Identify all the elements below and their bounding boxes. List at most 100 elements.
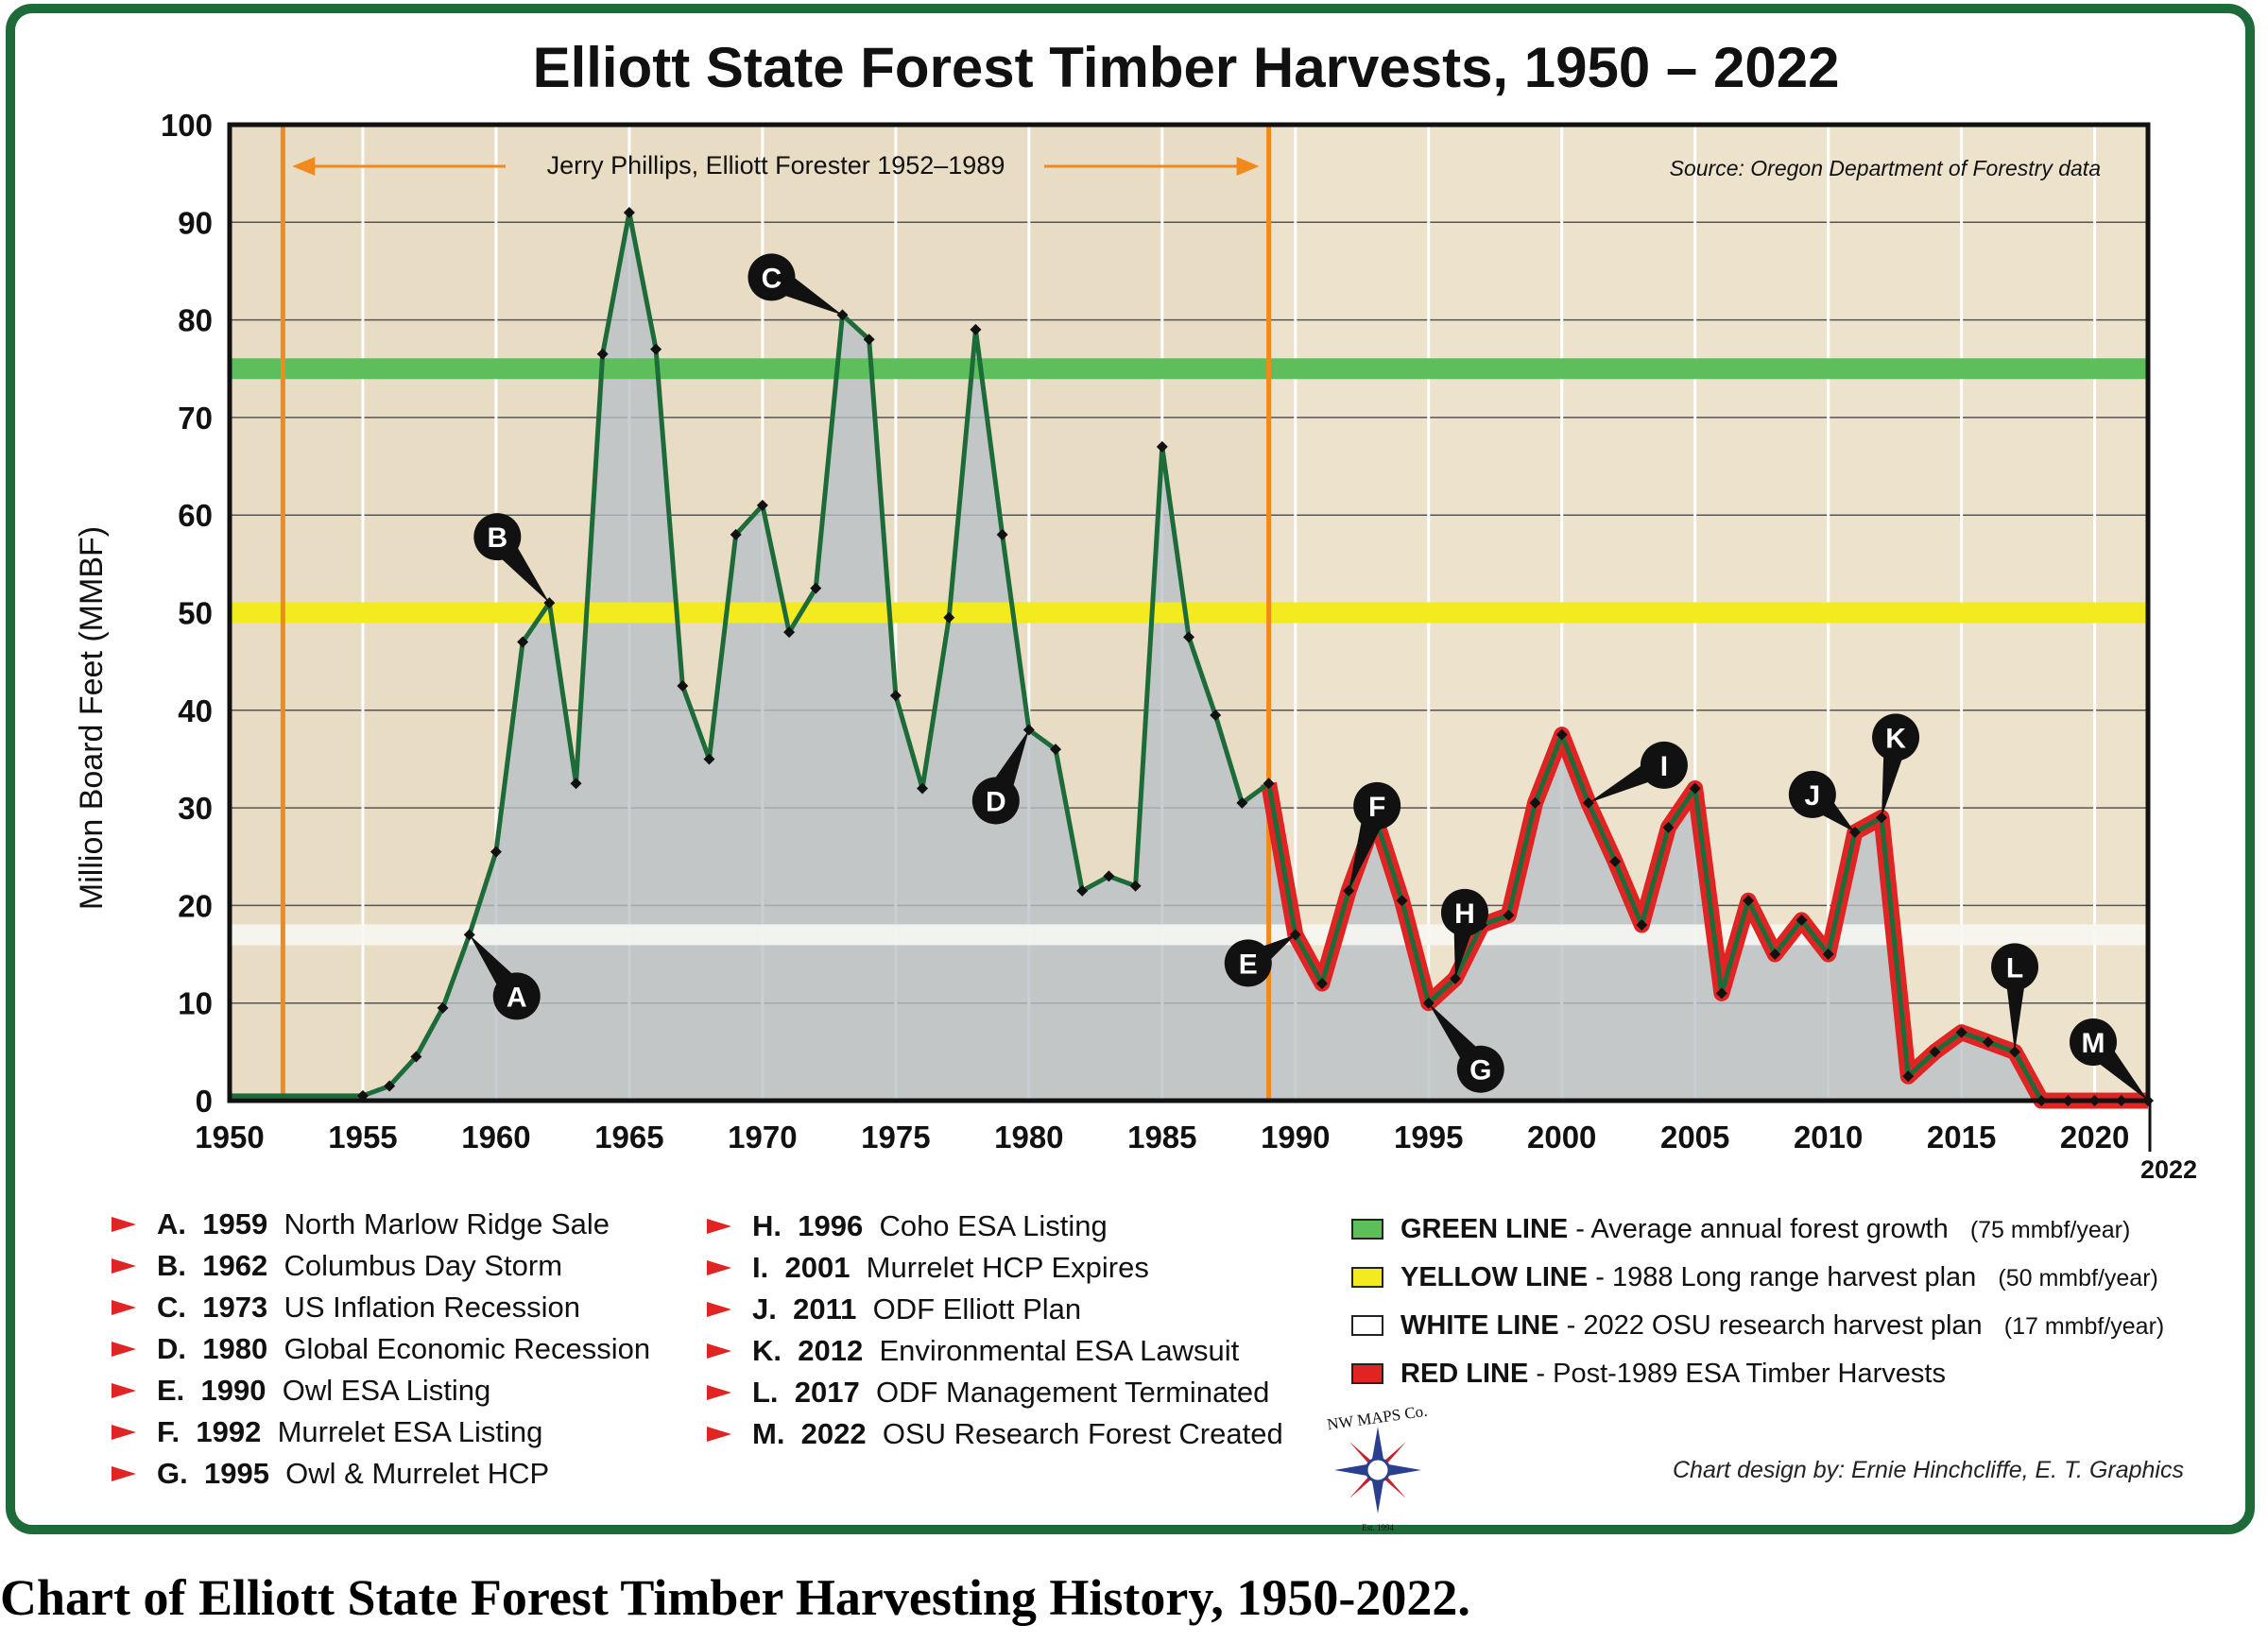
event-letter-year: H. 1996 [752, 1209, 863, 1242]
data-point [1609, 855, 1622, 867]
red-arrow-icon [707, 1302, 731, 1317]
marker-D: D [971, 729, 1029, 825]
event-text: Environmental ESA Lawsuit [870, 1334, 1240, 1367]
event-item: K. 2012 Environmental ESA Lawsuit [707, 1330, 1283, 1372]
marker-letter-L: L [2006, 952, 2023, 983]
red-arrow-icon [112, 1383, 136, 1398]
data-point [1263, 778, 1275, 790]
data-point [1902, 1070, 1915, 1083]
x-tick-label: 1955 [328, 1120, 397, 1155]
event-item: C. 1973 US Inflation Recession [112, 1287, 650, 1328]
legend-item: GREEN LINE - Average annual forest growt… [1351, 1206, 2164, 1254]
marker-letter-J: J [1805, 780, 1821, 812]
event-text: Owl & Murrelet HCP [277, 1457, 550, 1490]
data-point [1555, 728, 1568, 741]
event-letter: K. [752, 1334, 782, 1367]
event-text: ODF Elliott Plan [864, 1292, 1082, 1326]
data-point [1955, 1026, 1967, 1038]
data-point [810, 582, 822, 594]
event-letter-year: C. 1973 [157, 1291, 267, 1324]
data-point [943, 611, 955, 624]
y-tick-label: 80 [178, 303, 213, 338]
marker-L: L [1991, 943, 2039, 1052]
marker-circle [1640, 741, 1688, 789]
data-point [730, 528, 742, 540]
event-letter: C. [157, 1291, 186, 1324]
x-tick-label: 2005 [1660, 1120, 1729, 1155]
legend-swatch [1351, 1267, 1383, 1288]
marker-letter-A: A [507, 982, 527, 1013]
data-point [1236, 796, 1248, 809]
logo-est: Est. 1994 [1362, 1523, 1395, 1532]
legend-name: RED LINE [1400, 1359, 1529, 1389]
event-year: 2012 [798, 1334, 864, 1367]
plot-area: Jerry Phillips, Elliott Forester 1952–19… [161, 108, 2197, 1184]
event-text: Global Economic Recession [275, 1332, 651, 1365]
chart-credit: Chart design by: Ernie Hinchcliffe, E. T… [1673, 1457, 2184, 1483]
legend-item: WHITE LINE - 2022 OSU research harvest p… [1351, 1302, 2164, 1350]
event-letter-year: M. 2022 [752, 1417, 867, 1450]
data-point [1210, 709, 1222, 721]
event-text: Columbus Day Storm [275, 1249, 563, 1282]
data-point [1769, 949, 1781, 961]
marker-letter-I: I [1660, 751, 1668, 782]
x-tick-label: 1990 [1261, 1120, 1330, 1155]
marker-letter-D: D [986, 786, 1006, 817]
event-letter-year: A. 1959 [157, 1207, 267, 1240]
event-text: North Marlow Ridge Sale [275, 1207, 610, 1240]
marker-letter-F: F [1368, 792, 1385, 823]
data-point [1129, 880, 1142, 892]
event-letter: L. [752, 1376, 779, 1409]
legend-item: YELLOW LINE - 1988 Long range harvest pl… [1351, 1254, 2164, 1302]
reference-line-75 [230, 358, 2148, 380]
event-letter: B. [157, 1249, 186, 1282]
y-tick-label: 20 [178, 888, 213, 923]
data-point [783, 626, 796, 639]
marker-circle [1991, 943, 2039, 991]
event-year: 1992 [196, 1415, 262, 1448]
event-year: 1990 [200, 1374, 266, 1407]
red-arrow-icon [707, 1343, 731, 1359]
legend-desc: - 1988 Long range harvest plan [1588, 1262, 1977, 1292]
span-label: Jerry Phillips, Elliott Forester 1952–19… [547, 151, 1005, 180]
event-letter-year: I. 2001 [752, 1251, 850, 1284]
marker-letter-M: M [2082, 1028, 2105, 1059]
marker-letter-C: C [762, 263, 782, 294]
data-point [756, 499, 768, 511]
event-item: G. 1995 Owl & Murrelet HCP [112, 1453, 650, 1495]
y-tick-label: 100 [161, 108, 213, 143]
event-letter: M. [752, 1417, 785, 1450]
data-point [1662, 821, 1675, 833]
marker-circle [747, 253, 796, 301]
data-point [384, 1080, 396, 1092]
data-point [517, 636, 529, 648]
legend-swatch [1351, 1219, 1383, 1240]
events-list-left: A. 1959 North Marlow Ridge Sale B. 1962 C… [112, 1204, 650, 1495]
chart: Elliott State Forest Timber Harvests, 19… [74, 36, 2197, 1184]
marker-M: M [2070, 1018, 2148, 1101]
marker-C: C [747, 253, 843, 316]
data-point [1982, 1036, 1994, 1049]
event-item: D. 1980 Global Economic Recession [112, 1328, 650, 1370]
event-text: Murrelet ESA Listing [268, 1415, 543, 1448]
x-tick-label: 2015 [1927, 1120, 1996, 1155]
data-point [596, 348, 609, 360]
marker-circle [1224, 939, 1272, 987]
red-arrow-icon [112, 1258, 136, 1274]
events-list-right: H. 1996 Coho ESA Listing I. 2001 Murrelet… [707, 1206, 1283, 1455]
source-note: Source: Oregon Department of Forestry da… [1670, 156, 2101, 180]
y-tick-label: 30 [178, 791, 213, 826]
event-letter: E. [157, 1374, 185, 1407]
marker-B: B [473, 513, 550, 604]
marker-E: E [1224, 934, 1296, 987]
data-point [889, 690, 902, 702]
event-text: OSU Research Forest Created [874, 1417, 1283, 1450]
data-point [410, 1051, 422, 1063]
marker-H: H [1440, 888, 1488, 979]
figure-caption: Chart of Elliott State Forest Timber Har… [0, 1569, 1470, 1626]
legend: GREEN LINE - Average annual forest growt… [1351, 1206, 2164, 1398]
x-tick-label: 2020 [2060, 1120, 2129, 1155]
marker-letter-H: H [1454, 898, 1475, 930]
event-letter-year: L. 2017 [752, 1376, 860, 1409]
x-tick-label: 2010 [1794, 1120, 1863, 1155]
